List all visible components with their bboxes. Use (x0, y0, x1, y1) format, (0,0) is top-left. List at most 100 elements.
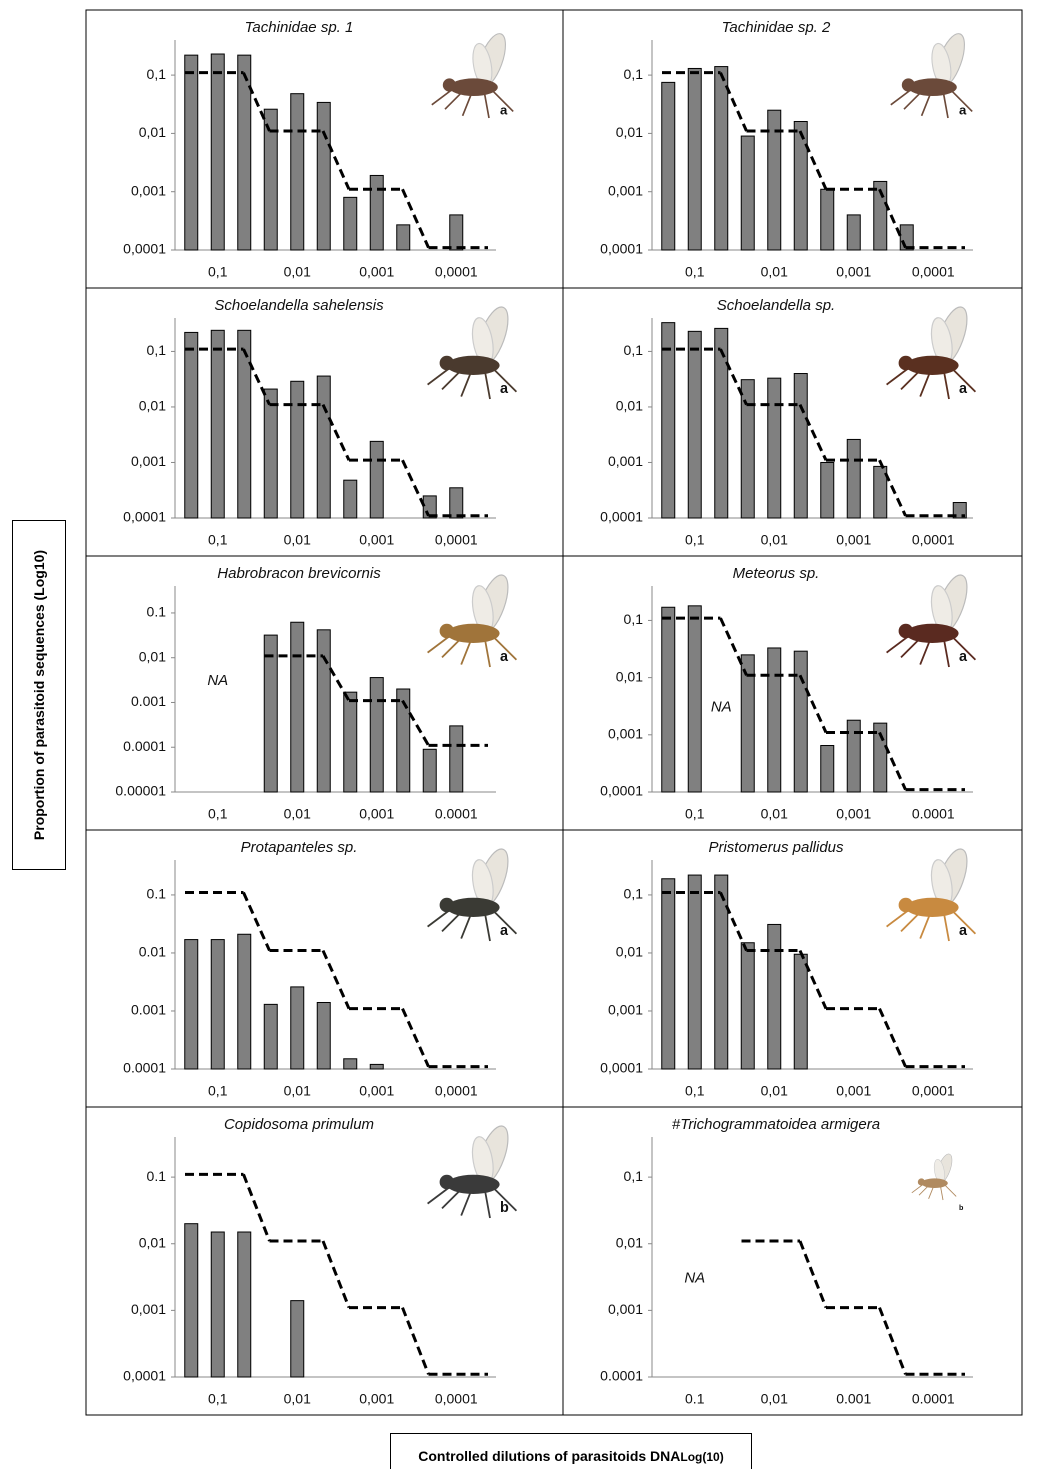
body (446, 897, 500, 917)
image-label: b (500, 1200, 509, 1216)
leg (460, 372, 472, 397)
y-tick-label: 0,001 (131, 453, 166, 469)
bar (740, 942, 755, 1070)
bar (846, 438, 861, 519)
expected-connector (401, 188, 430, 249)
insect-image: b (911, 1153, 964, 1212)
bar (343, 479, 358, 519)
y-tick-label: 0.001 (131, 693, 166, 709)
bar (714, 874, 729, 1070)
x-tick-label: 0,01 (284, 264, 311, 280)
y-tick-label: 0.001 (131, 1002, 166, 1018)
expected-connector (242, 1173, 271, 1242)
expected-connector (798, 404, 828, 461)
chart-title: Tachinidae sp. 2 (722, 19, 831, 36)
expected-connector (321, 130, 351, 190)
bar (369, 1063, 384, 1070)
y-tick-label: 0,0001 (123, 509, 166, 525)
leg (940, 1186, 944, 1201)
leg (441, 911, 462, 933)
bar (793, 120, 808, 251)
head (439, 1174, 454, 1190)
head (898, 623, 913, 639)
insect-image: a (427, 848, 518, 942)
bar (343, 1058, 358, 1070)
x-tick-label: 0,1 (208, 1391, 228, 1407)
y-tick-label: 0,001 (131, 1301, 166, 1317)
leg (903, 91, 923, 110)
body (449, 78, 498, 96)
bar (740, 135, 755, 251)
x-tick-label: 0,01 (761, 806, 788, 822)
bar (343, 691, 358, 793)
bar (210, 939, 225, 1070)
bar (740, 654, 755, 793)
expected-connector (719, 72, 748, 132)
leg (494, 369, 518, 393)
leg (900, 637, 921, 659)
x-tick-label: 0,01 (284, 806, 311, 822)
expected-connector (798, 674, 828, 734)
y-tick-label: 0,01 (616, 944, 643, 960)
leg (483, 93, 490, 119)
y-tick-label: 0.0001 (123, 1060, 166, 1076)
bar (316, 375, 331, 519)
insect-image: a (890, 33, 973, 119)
bar (687, 330, 702, 519)
x-axis-label-box: Controlled dilutions of parasitoids DNAL… (390, 1433, 752, 1469)
leg (919, 372, 931, 397)
leg (494, 1188, 518, 1212)
x-tick-label: 0,001 (359, 1083, 394, 1099)
expected-connector (878, 731, 907, 791)
expected-connector (321, 655, 351, 702)
bar (316, 629, 331, 793)
x-tick-label: 0,0001 (912, 264, 955, 280)
figure: Tachinidae sp. 1 0,1 0,01 0,001 0,0001 0,1 0,0… (85, 9, 1023, 1416)
bar (210, 329, 225, 519)
body (446, 355, 500, 375)
leg (461, 93, 473, 117)
bar (687, 874, 702, 1070)
bar (793, 953, 808, 1070)
x-tick-label: 0,01 (761, 264, 788, 280)
image-label: a (959, 923, 968, 939)
bar (793, 650, 808, 793)
leg (460, 640, 472, 665)
bar (767, 923, 782, 1070)
x-tick-label: 0,1 (685, 1083, 705, 1099)
x-tick-label: 0,01 (284, 532, 311, 548)
expected-connector (719, 891, 748, 952)
expected-connector (321, 404, 351, 461)
chart-title: Copidosoma primulum (224, 1116, 374, 1133)
x-tick-label: 0,001 (359, 532, 394, 548)
y-tick-label: 0,1 (624, 611, 644, 627)
image-label: b (959, 1203, 964, 1212)
chart-title: Pristomerus pallidus (708, 839, 844, 856)
head (439, 623, 454, 639)
bar (396, 224, 411, 251)
image-label: a (500, 102, 508, 117)
insect-image: a (886, 848, 977, 942)
bar (767, 647, 782, 793)
expected-connector (878, 1007, 907, 1068)
leg (492, 91, 514, 112)
x-tick-label: 0,01 (761, 532, 788, 548)
bar (820, 461, 835, 519)
y-tick-label: 0,1 (624, 886, 644, 902)
insect-image: a (427, 306, 518, 400)
y-tick-label: 0.00001 (115, 783, 166, 799)
bar (263, 388, 278, 519)
x-tick-label: 0,0001 (912, 1083, 955, 1099)
bar (290, 986, 305, 1070)
y-tick-label: 0,1 (147, 342, 167, 358)
bar (846, 214, 861, 251)
x-tick-label: 0,01 (761, 1083, 788, 1099)
y-tick-label: 0.0001 (600, 1368, 643, 1384)
x-tick-label: 0,0001 (912, 532, 955, 548)
chart-title: Tachinidae sp. 1 (245, 19, 354, 36)
bar (740, 379, 755, 519)
body (905, 623, 959, 643)
bar (184, 1223, 199, 1378)
bar (290, 380, 305, 519)
